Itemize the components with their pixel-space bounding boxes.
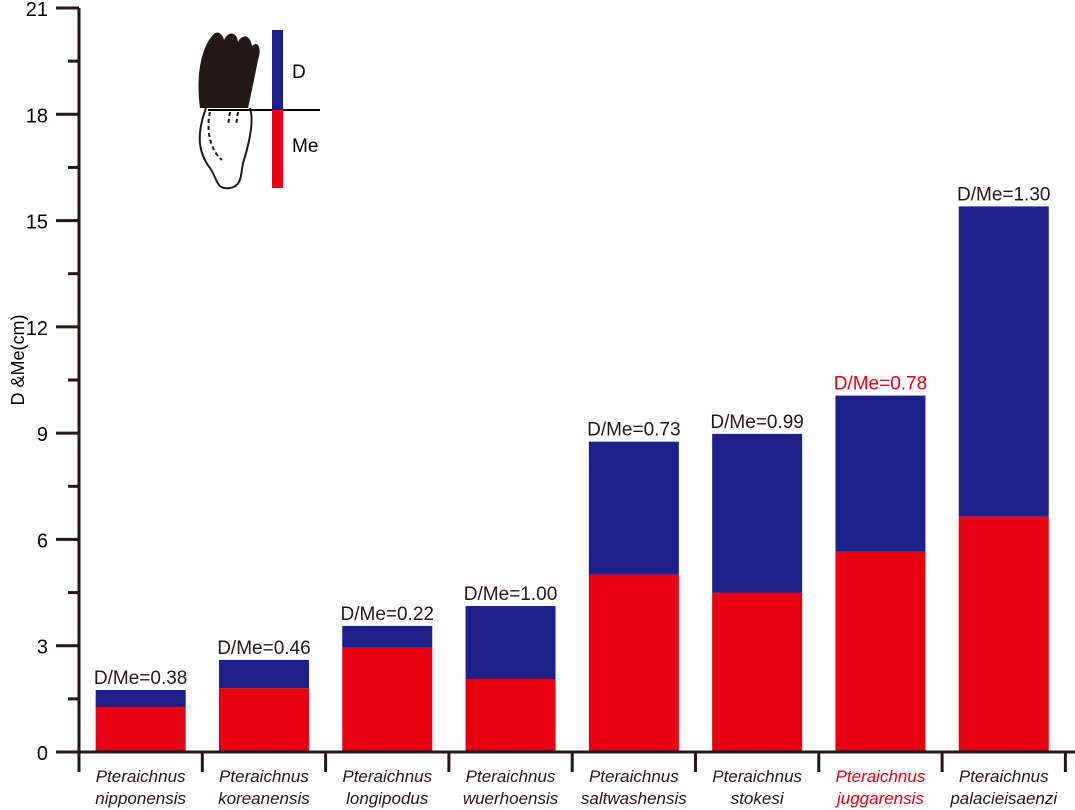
y-axis-label: D &Me(cm) [8, 315, 28, 406]
bar-me [342, 647, 433, 752]
ratio-label: D/Me=0.99 [710, 412, 803, 433]
y-tick-label: 15 [26, 212, 48, 234]
legend-me-bar [272, 110, 283, 188]
x-tick-label-genus: Pteraichnus [466, 767, 556, 786]
bar-d [218, 659, 309, 689]
bar-me [588, 574, 679, 752]
x-tick-label-species: nipponensis [95, 789, 186, 808]
ratio-label: D/Me=0.46 [217, 638, 310, 659]
x-tick-label-species: koreanensis [218, 789, 310, 808]
ratio-label: D/Me=0.78 [834, 374, 927, 395]
x-tick-label-species: stokesi [731, 789, 785, 808]
bar-d [835, 395, 926, 552]
bar-me [712, 592, 803, 752]
ratio-label: D/Me=1.30 [957, 184, 1050, 205]
x-tick-label-genus: Pteraichnus [836, 767, 926, 786]
x-tick-label-species: longipodus [346, 789, 429, 808]
bar-d [342, 625, 433, 648]
bar-d [712, 433, 803, 593]
ratio-label: D/Me=0.22 [341, 604, 434, 625]
legend-d-label: D [292, 62, 306, 83]
y-tick-label: 6 [37, 530, 48, 552]
x-tick-label-genus: Pteraichnus [342, 767, 432, 786]
y-tick-label: 18 [26, 105, 48, 127]
bar-me [218, 688, 309, 752]
x-tick-label-genus: Pteraichnus [219, 767, 309, 786]
bar-me [95, 707, 186, 752]
legend-foot-diagram: D Me [198, 30, 320, 190]
x-tick-label-genus: Pteraichnus [712, 767, 802, 786]
x-tick-label-species: saltwashensis [581, 789, 687, 808]
x-tick-label-genus: Pteraichnus [959, 767, 1049, 786]
bar-me [958, 516, 1049, 752]
y-tick-label: 12 [26, 318, 48, 340]
legend-me-label: Me [292, 136, 318, 157]
foot-digits-icon [198, 32, 260, 108]
bar-d [95, 690, 186, 708]
ratio-label: D/Me=0.38 [94, 668, 187, 689]
x-tick-label-species: palacieisaenzi [949, 789, 1058, 808]
x-tick-label-species: wuerhoensis [463, 789, 559, 808]
y-tick-label: 9 [37, 424, 48, 446]
bar-d [465, 606, 556, 680]
bar-d [588, 441, 679, 575]
y-tick-label: 3 [37, 637, 48, 659]
ratio-label: D/Me=0.73 [587, 420, 680, 441]
bar-me [465, 679, 556, 752]
bar-d [958, 206, 1049, 517]
x-tick-label-species: juggarensis [835, 789, 924, 808]
legend-d-bar [272, 30, 283, 110]
bar-me [835, 551, 926, 752]
x-tick-label-genus: Pteraichnus [96, 767, 186, 786]
y-tick-label: 21 [26, 0, 48, 21]
y-tick-label: 0 [37, 743, 48, 765]
foot-outline-icon [198, 107, 253, 190]
x-tick-label-genus: Pteraichnus [589, 767, 679, 786]
ratio-label: D/Me=1.00 [464, 584, 557, 605]
